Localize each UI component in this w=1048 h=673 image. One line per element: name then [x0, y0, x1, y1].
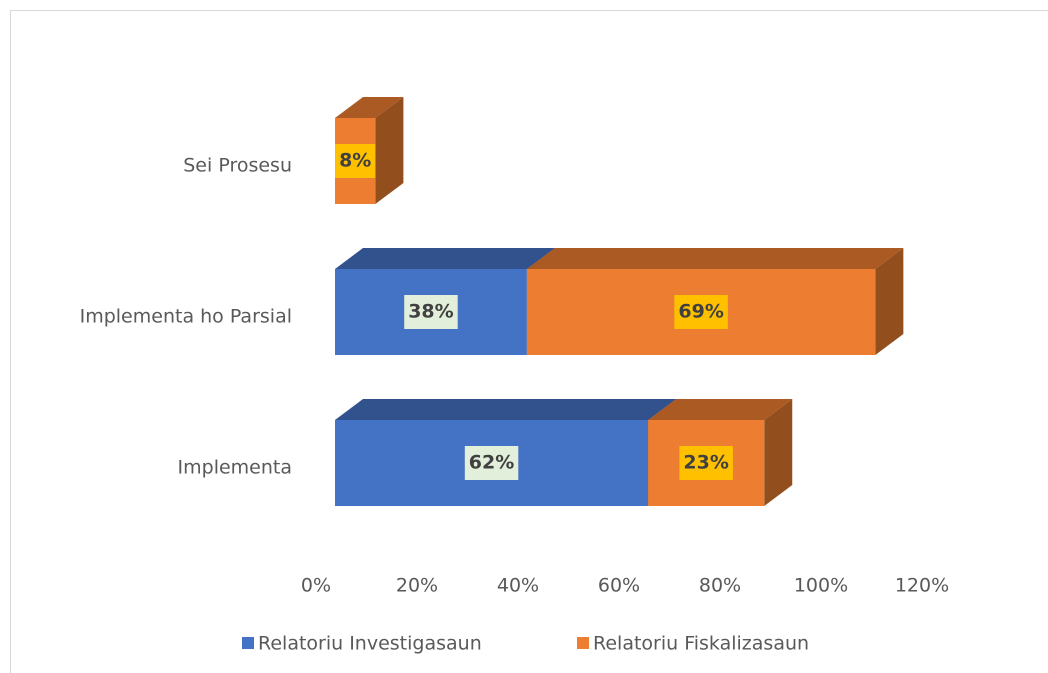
x-tick-label: 80%: [699, 575, 741, 597]
value-label: 23%: [683, 452, 728, 474]
value-label: 62%: [469, 452, 514, 474]
value-label-box: [404, 295, 458, 329]
x-tick-label: 100%: [794, 575, 848, 597]
x-tick-label: 60%: [598, 575, 640, 597]
x-tick-label: 0%: [301, 575, 331, 597]
value-label: 8%: [339, 150, 371, 172]
bar-top: [648, 399, 793, 420]
value-label: 38%: [408, 301, 453, 323]
x-tick-label: 120%: [895, 575, 949, 597]
legend-label: Relatoriu Investigasaun: [258, 633, 482, 655]
value-label: 69%: [678, 301, 723, 323]
category-label: Implementa: [178, 457, 292, 479]
chart-border: [10, 10, 1048, 673]
bar-top: [335, 97, 404, 118]
bar-top: [335, 248, 555, 269]
bar-side: [875, 248, 904, 355]
bar-top: [335, 399, 677, 420]
value-label-box: [335, 144, 376, 178]
x-tick-label: 40%: [497, 575, 539, 597]
value-label-box: [464, 446, 519, 480]
value-label-box: [679, 446, 733, 480]
bar-side: [764, 399, 793, 506]
legend-swatch: [242, 637, 254, 649]
x-tick-label: 20%: [396, 575, 438, 597]
value-label-box: [674, 295, 728, 329]
category-label: Sei Prosesu: [183, 155, 292, 177]
legend-swatch: [577, 637, 589, 649]
legend-label: Relatoriu Fiskalizasaun: [593, 633, 809, 655]
bar-top: [526, 248, 904, 269]
bar-side: [375, 97, 404, 204]
category-label: Implementa ho Parsial: [80, 306, 292, 328]
